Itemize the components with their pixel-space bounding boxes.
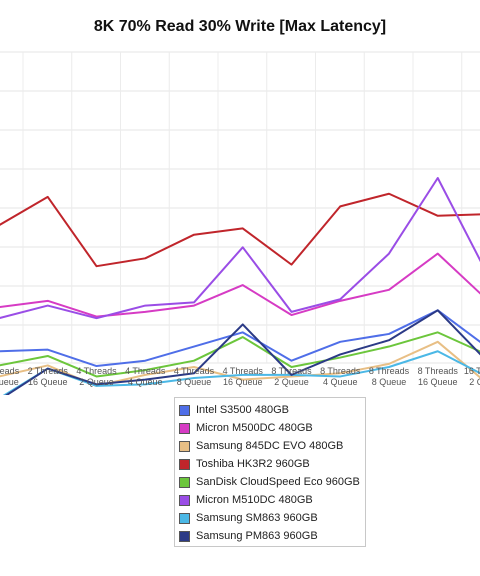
legend-swatch: [179, 458, 190, 470]
series-line: [0, 252, 480, 318]
series-line: [0, 331, 480, 378]
legend-label: Samsung SM863 960GB: [196, 512, 318, 524]
legend-label: SanDisk CloudSpeed Eco 960GB: [196, 476, 360, 488]
grid-lines: [0, 51, 480, 364]
legend-swatch: [179, 422, 190, 434]
legend-item: Toshiba HK3R2 960GB: [179, 455, 365, 473]
legend-item: Samsung PM863 960GB: [179, 527, 365, 545]
chart-title: 8K 70% Read 30% Write [Max Latency]: [93, 18, 387, 35]
series-line: [5, 309, 480, 395]
legend-label: Intel S3500 480GB: [196, 404, 289, 416]
x-tick-label: 2 Threads 16 Queue: [28, 366, 69, 387]
x-tick-label: 4 Threads 4 Queue: [125, 366, 166, 387]
x-tick-label: 8 Threads 2 Queue: [271, 366, 312, 387]
legend-label: Samsung 845DC EVO 480GB: [196, 440, 344, 452]
chart-legend: Intel S3500 480GB Micron M500DC 480GB Sams…: [174, 397, 366, 547]
legend-swatch: [179, 476, 190, 488]
series-line: [0, 177, 480, 320]
x-tick-label: 8 Threads 8 Queue: [369, 366, 410, 387]
x-tick-label: 8 Threads 16 Queue: [418, 366, 459, 387]
legend-swatch: [179, 530, 190, 542]
x-tick-label: 4 Threads 8 Queue: [174, 366, 215, 387]
x-tick-label: 4 Threads 2 Queue: [76, 366, 117, 387]
legend-item: Micron M500DC 480GB: [179, 419, 365, 437]
legend-item: Samsung 845DC EVO 480GB: [179, 437, 365, 455]
legend-swatch: [179, 494, 190, 506]
legend-swatch: [179, 440, 190, 452]
x-tick-label: 4 Threads 16 Queue: [223, 366, 264, 387]
legend-item: Intel S3500 480GB: [179, 401, 365, 419]
x-tick-label: 8 Threads 4 Queue: [320, 366, 361, 387]
series-line: [0, 192, 480, 268]
legend-swatch: [179, 512, 190, 524]
legend-item: Samsung SM863 960GB: [179, 509, 365, 527]
legend-item: Micron M510DC 480GB: [179, 491, 365, 509]
legend-item: SanDisk CloudSpeed Eco 960GB: [179, 473, 365, 491]
legend-swatch: [179, 404, 190, 416]
legend-label: Micron M500DC 480GB: [196, 422, 313, 434]
legend-label: Toshiba HK3R2 960GB: [196, 458, 310, 470]
legend-label: Samsung PM863 960GB: [196, 530, 318, 542]
legend-label: Micron M510DC 480GB: [196, 494, 313, 506]
series-line: [0, 309, 480, 368]
